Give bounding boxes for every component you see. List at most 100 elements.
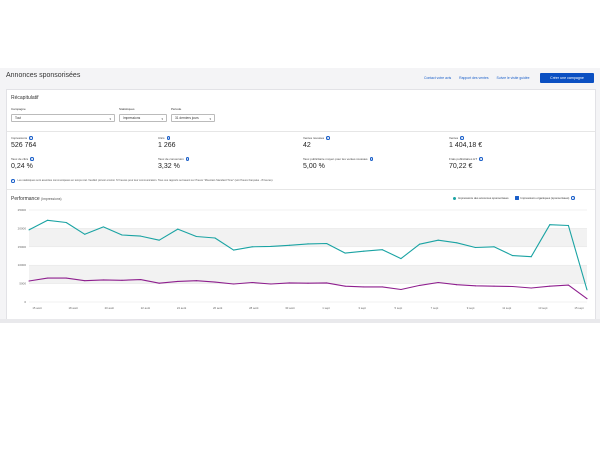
period-select-value: 31 derniers jours [175,116,199,120]
info-icon[interactable]: i [460,136,464,140]
data-point [140,279,142,281]
metric-sales-success: Ventes réussies i 42 [303,136,330,149]
data-point [251,246,253,248]
data-point [177,280,179,282]
data-point [400,258,402,260]
data-point [233,283,235,285]
data-point [381,249,383,251]
data-point [121,234,123,236]
legend-item-organic[interactable]: Impressions organiques (sponsorisées) i [514,196,575,200]
data-point [363,286,365,288]
grid-band [29,228,587,247]
data-point [456,284,458,286]
data-point [493,285,495,287]
divider [7,131,595,132]
y-tick-label: 0 [24,300,26,304]
data-point [363,250,365,252]
data-point [344,252,346,254]
y-tick-label: 5000 [19,282,26,286]
info-icon[interactable]: i [571,196,575,200]
data-point [288,244,290,246]
data-point [288,282,290,284]
performance-title: Performance (Impressions) [11,196,62,202]
data-point [437,281,439,284]
recap-title: Récapitulatif [11,95,39,101]
data-point [102,226,104,228]
data-point [530,256,532,258]
data-point [530,287,532,289]
metric-clicks: Clics i 1 266 [158,136,176,149]
info-icon[interactable]: i [479,157,483,161]
info-icon: i [11,179,15,183]
info-icon[interactable]: i [369,157,374,161]
data-point [344,285,346,287]
x-tick-label: 3 sept [358,306,366,310]
scrollbar[interactable] [0,319,600,323]
legend-dot-icon [453,196,456,200]
campaign-select[interactable]: Tout ▾ [11,114,115,122]
x-tick-label: 26 août [213,306,223,310]
data-point [512,285,514,288]
stats-note: i Les statistiques sont assorties commun… [11,179,273,183]
chevron-down-icon: ▾ [161,116,163,121]
data-point [549,285,551,287]
create-campaign-button[interactable]: Créer une campagne [540,73,594,83]
data-point [567,284,569,286]
data-point [549,224,551,226]
data-point [586,298,588,300]
data-point [307,282,309,284]
page-title: Annonces sponsorisées [6,72,81,79]
chart-legend: Impressions des annonces sponsorisées Im… [453,196,575,200]
data-point [567,224,569,227]
data-point [270,283,272,285]
x-tick-label: 24 août [177,306,187,310]
x-tick-label: 20 août [105,306,115,310]
data-point [121,279,123,281]
data-point [195,280,197,282]
y-tick-label: 20000 [18,226,27,230]
x-tick-label: 22 août [141,306,151,310]
metric-conversion: Taux de conversion i 3,32 % [158,157,190,170]
stats-select[interactable]: Impressions ▾ [119,114,167,122]
top-nav: Contact votre avis Rapport des ventes Su… [424,76,530,80]
summary-card: Récapitulatif Campagne Tout ▾ Statistiqu… [6,89,596,321]
x-tick-label: 5 sept [395,306,403,310]
data-point [47,277,49,279]
stats-select-value: Impressions [123,116,141,120]
period-select[interactable]: 31 derniers jours ▾ [171,114,215,122]
data-point [47,219,49,221]
data-point [214,237,216,239]
divider [7,189,595,190]
data-point [270,245,272,247]
data-point [381,286,383,288]
info-icon[interactable]: i [326,136,330,140]
data-point [65,277,67,279]
x-tick-label: 15 sept [574,306,583,310]
data-point [419,243,421,245]
info-icon[interactable]: i [185,157,190,161]
feedback-link[interactable]: Contact votre avis [424,76,452,80]
data-point [140,235,142,237]
data-point [177,228,179,230]
data-point [102,279,104,281]
data-point [326,242,328,245]
guided-tour-link[interactable]: Suivre le visite guidée [496,76,530,80]
legend-item-sponsored[interactable]: Impressions des annonces sponsorisées [453,196,509,200]
info-icon[interactable]: i [166,136,170,140]
metric-sales: Ventes i 1 404,18 € [449,136,483,149]
data-point [456,242,458,244]
x-tick-label: 13 sept [538,306,547,310]
info-icon[interactable]: i [29,136,33,140]
checkbox-icon [514,196,519,200]
data-point [158,282,160,284]
y-tick-label: 10000 [18,263,27,267]
sales-report-link[interactable]: Rapport des ventes [459,76,489,80]
data-point [158,239,160,241]
grid-band [29,265,587,284]
info-icon[interactable]: i [30,157,34,161]
x-tick-label: 30 août [285,306,295,310]
performance-chart: 0 5000 10000 15000 20000 25000 15 août 18 août 2… [18,208,588,310]
data-point [512,255,514,257]
data-point [400,288,402,291]
x-tick-label: 18 août [68,306,78,310]
